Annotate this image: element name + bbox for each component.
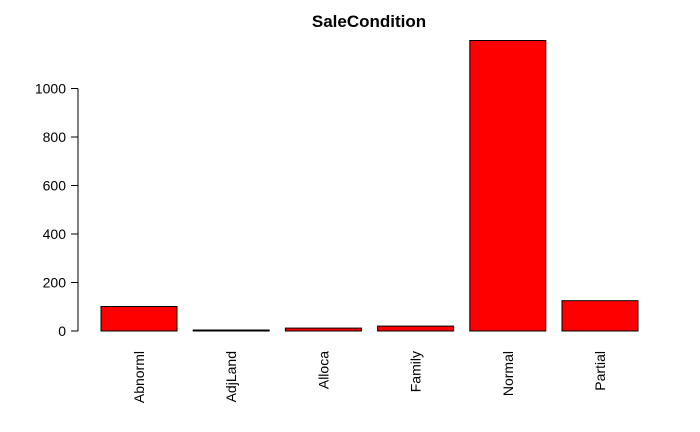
x-category-label: Family [408,351,424,392]
bar-partial [561,300,639,332]
bar-adjland [192,329,270,332]
y-tick-label: 400 [43,226,67,242]
x-category-label: AdjLand [223,351,239,402]
chart-title: SaleCondition [312,12,426,31]
y-tick-label: 600 [43,178,67,194]
y-tick-label: 800 [43,129,67,145]
y-tick-label: 1000 [35,81,66,97]
bar-normal [469,40,547,332]
x-axis-labels: Abnorml AdjLand Alloca Family Normal Partial [131,351,608,403]
x-category-label: Partial [592,351,608,391]
bar-alloca [284,327,362,332]
x-category-label: Abnorml [131,351,147,403]
bars-group [100,40,639,332]
x-category-label: Normal [500,351,516,396]
y-tick-label: 200 [43,275,67,291]
bar-abnorml [100,306,178,332]
y-tick-label: 0 [58,323,66,339]
bar-family [377,325,455,332]
y-axis: 0 200 400 600 800 1000 [35,81,79,339]
x-category-label: Alloca [315,351,331,389]
